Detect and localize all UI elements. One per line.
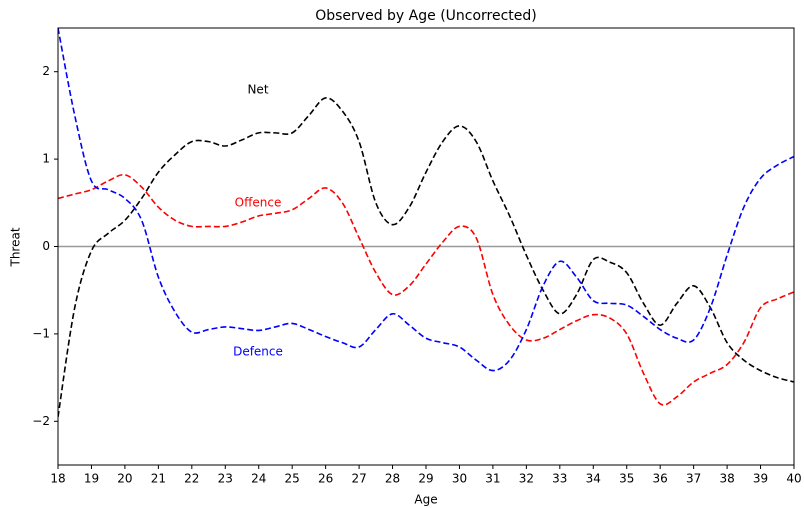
x-tick-label: 34 — [586, 472, 601, 486]
y-tick-label: 0 — [42, 239, 50, 253]
series-line — [58, 28, 794, 372]
x-tick-label: 35 — [619, 472, 634, 486]
x-tick-label: 33 — [552, 472, 567, 486]
series-line — [58, 97, 794, 418]
x-tick-label: 39 — [753, 472, 768, 486]
x-tick-label: 37 — [686, 472, 701, 486]
x-tick-label: 22 — [184, 472, 199, 486]
series-label: Offence — [235, 196, 282, 210]
plot-frame — [57, 27, 795, 466]
x-tick-label: 19 — [84, 472, 99, 486]
x-tick-label: 40 — [786, 472, 801, 486]
x-tick-label: 26 — [318, 472, 333, 486]
x-tick-label: 23 — [218, 472, 233, 486]
y-tick-label: 2 — [42, 64, 50, 78]
x-tick-label: 20 — [117, 472, 132, 486]
x-tick-label: 24 — [251, 472, 266, 486]
y-tick-label: 1 — [42, 152, 50, 166]
x-tick-label: 18 — [50, 472, 65, 486]
x-tick-label: 29 — [418, 472, 433, 486]
x-tick-label: 30 — [452, 472, 467, 486]
x-tick-label: 36 — [653, 472, 668, 486]
x-axis-label: Age — [414, 493, 437, 507]
series-label: Defence — [233, 345, 283, 359]
y-axis-label: Threat — [9, 227, 23, 267]
x-tick-label: 25 — [285, 472, 300, 486]
x-tick-label: 38 — [719, 472, 734, 486]
x-tick-label: 28 — [385, 472, 400, 486]
y-tick-label: −2 — [32, 414, 50, 428]
series-label: Net — [247, 83, 268, 97]
y-tick-label: −1 — [32, 326, 50, 340]
x-tick-label: 31 — [485, 472, 500, 486]
x-tick-label: 21 — [151, 472, 166, 486]
x-tick-label: 27 — [351, 472, 366, 486]
chart-title: Observed by Age (Uncorrected) — [315, 8, 537, 24]
series-line — [58, 173, 794, 406]
x-tick-label: 32 — [519, 472, 534, 486]
